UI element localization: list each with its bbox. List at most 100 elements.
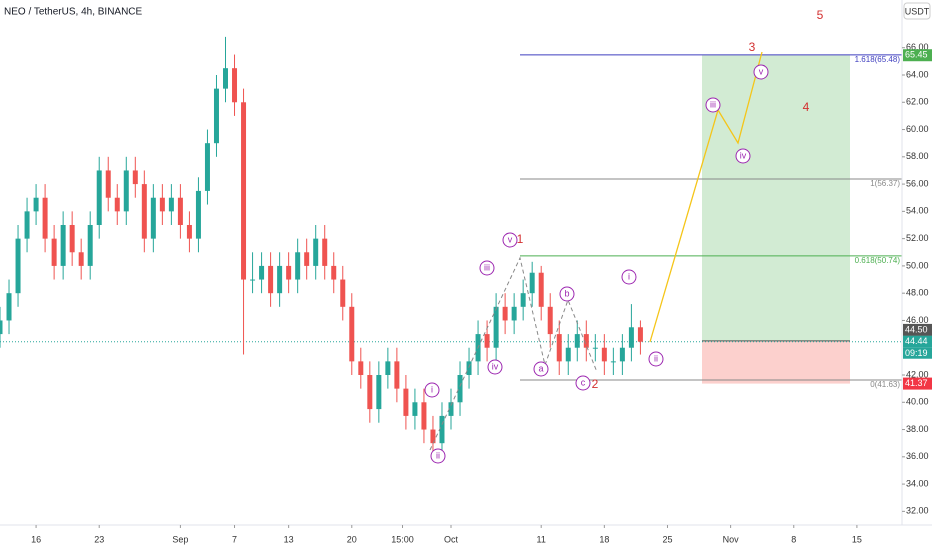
candle-body [601, 347, 607, 362]
candle-body [177, 197, 183, 225]
price-badge [903, 323, 932, 336]
candle-body [637, 327, 643, 342]
y-tick-label: 52.00 [906, 233, 929, 243]
wave-label: iii [710, 99, 716, 109]
candle-body [259, 265, 265, 280]
candle-body [6, 293, 12, 321]
candle-body [159, 197, 165, 212]
x-tick-label: Oct [444, 534, 459, 544]
x-tick-label: 20 [347, 534, 357, 544]
x-tick-label: 11 [537, 534, 546, 544]
x-tick-label: Sep [172, 534, 188, 544]
candle-body [24, 211, 30, 239]
candle-body [421, 402, 427, 430]
wave-label: a [538, 363, 543, 373]
wave-label: iv [492, 361, 499, 371]
x-tick-label: 15 [852, 534, 862, 544]
fib-label: 0.618(50.74) [855, 256, 901, 265]
y-tick-label: 36.00 [906, 451, 929, 461]
wave-label: ii [436, 450, 440, 460]
candle-body [457, 375, 463, 403]
wave-circle [430, 448, 446, 464]
candle-body [376, 375, 382, 410]
candle-body [565, 347, 571, 362]
x-tick-label: 15:00 [391, 534, 414, 544]
wave-number: 1 [517, 232, 524, 246]
candle-body [592, 347, 598, 349]
fib-label: 0(41.63) [870, 380, 900, 389]
candle-body [132, 170, 138, 185]
y-tick-label: 56.00 [906, 178, 929, 188]
countdown-badge [903, 347, 932, 359]
wave-label: iii [484, 262, 490, 272]
wave-circle [502, 232, 518, 248]
candle-body [358, 361, 364, 375]
candle-body [529, 272, 535, 294]
price-badge-label: 44.50 [905, 324, 928, 334]
candle-body [150, 197, 156, 239]
candle-body [277, 265, 283, 294]
projection-path [649, 51, 763, 343]
candle-body [295, 252, 301, 280]
wave-label: c [581, 377, 586, 387]
wave-circle [753, 64, 769, 80]
candle-body [123, 170, 129, 212]
candle-body [141, 184, 147, 239]
wave-circle [479, 260, 495, 276]
candle-body [610, 361, 616, 363]
wave-circle [559, 286, 575, 302]
candle-body [213, 88, 219, 144]
candle-body [574, 334, 580, 348]
candle-body [78, 252, 84, 266]
x-tick-label: Nov [723, 534, 740, 544]
candle-body [520, 293, 526, 307]
price-badge-label: 44.44 [905, 336, 928, 346]
currency[interactable]: USDT [905, 6, 930, 16]
y-tick-label: 64.00 [906, 69, 929, 79]
x-tick-label: 23 [94, 534, 104, 544]
chart-title: NEO / TetherUS, 4h, BINANCE [4, 7, 143, 18]
y-tick-label: 46.00 [906, 315, 929, 325]
candle-body [331, 265, 337, 280]
candle-body [168, 197, 174, 212]
y-tick-label: 34.00 [906, 478, 929, 488]
y-tick-label: 50.00 [906, 260, 929, 270]
wave-number: 5 [817, 8, 824, 22]
candle-body [313, 238, 319, 266]
candle-body [268, 265, 274, 294]
y-tick-label: 42.00 [906, 369, 929, 379]
fib-label: 1(56.37) [870, 179, 900, 188]
y-tick-label: 48.00 [906, 288, 929, 298]
wave-label: iv [740, 150, 747, 160]
wave-label: i [431, 384, 433, 394]
candle-body [96, 170, 102, 225]
candle-body [186, 225, 192, 239]
y-tick-label: 66.00 [906, 42, 929, 52]
x-tick-label: 13 [284, 534, 294, 544]
wave-circle [735, 148, 751, 164]
candle-body [105, 170, 111, 198]
target-zone [702, 55, 850, 341]
candle-body [195, 190, 201, 239]
x-tick-label: 18 [599, 534, 609, 544]
candle-body [556, 334, 562, 362]
candle-body [583, 334, 589, 348]
x-tick-label: 7 [232, 534, 237, 544]
candle-body [412, 402, 418, 416]
candle-body [628, 327, 634, 348]
wave-circle [487, 359, 503, 375]
candle-body [60, 225, 66, 266]
wave-label: i [628, 271, 630, 281]
candle-body [0, 320, 3, 335]
countdown: 09:19 [905, 348, 928, 358]
candle-body [51, 238, 57, 266]
candle-body [15, 238, 21, 294]
candle-body [547, 306, 553, 335]
wave-label: ii [654, 353, 658, 363]
currency-button[interactable] [903, 2, 931, 20]
wave-label: v [508, 234, 513, 244]
y-tick-label: 32.00 [906, 506, 929, 516]
candle-body [403, 388, 409, 416]
y-tick-label: 54.00 [906, 206, 929, 216]
